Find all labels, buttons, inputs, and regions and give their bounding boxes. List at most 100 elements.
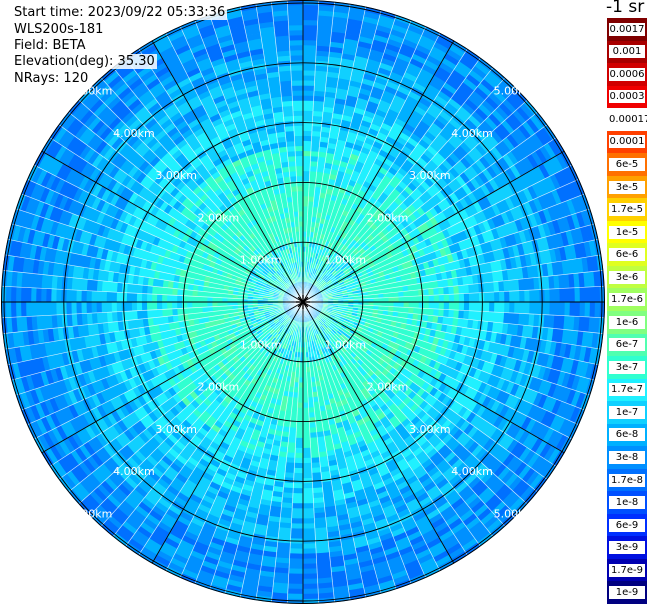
data-cell — [544, 289, 551, 302]
data-cell — [362, 114, 374, 124]
data-cell — [420, 115, 434, 127]
data-cell — [325, 270, 331, 276]
data-cell — [415, 44, 432, 56]
data-cell — [393, 297, 400, 302]
data-cell — [426, 83, 441, 96]
data-cell — [495, 201, 506, 214]
data-cell — [514, 127, 528, 143]
data-cell — [418, 308, 424, 315]
data-cell — [462, 52, 478, 66]
data-cell — [486, 165, 498, 179]
data-cell — [455, 110, 469, 123]
data-cell — [439, 129, 452, 142]
data-cell — [419, 34, 436, 47]
data-cell — [355, 134, 367, 143]
data-cell — [461, 183, 473, 196]
data-cell — [326, 76, 339, 84]
data-cell — [510, 147, 523, 163]
data-cell — [467, 192, 478, 204]
data-cell — [494, 188, 506, 202]
data-cell — [296, 417, 303, 424]
data-cell — [336, 277, 343, 282]
data-cell — [394, 117, 407, 128]
data-cell — [359, 30, 375, 40]
data-cell — [566, 199, 577, 215]
data-cell — [322, 203, 330, 210]
data-cell — [484, 292, 490, 302]
data-cell — [382, 175, 392, 184]
data-cell — [385, 183, 396, 193]
data-cell — [488, 92, 503, 107]
data-cell — [317, 277, 323, 283]
data-cell — [579, 287, 586, 302]
data-cell — [535, 130, 549, 146]
data-cell — [309, 175, 317, 182]
data-cell — [303, 452, 312, 459]
data-cell — [463, 293, 470, 302]
data-cell — [494, 291, 500, 302]
data-cell — [353, 257, 361, 264]
data-cell — [405, 95, 419, 106]
data-cell — [303, 553, 317, 560]
data-cell — [450, 234, 459, 245]
data-cell — [336, 268, 343, 274]
data-cell — [373, 113, 386, 123]
data-cell — [408, 296, 415, 302]
data-cell — [524, 290, 530, 302]
data-cell — [291, 513, 303, 519]
data-cell — [406, 118, 419, 129]
data-cell — [443, 309, 450, 318]
data-cell — [413, 289, 419, 297]
data-cell — [522, 121, 536, 137]
data-cell — [434, 166, 446, 178]
data-cell — [310, 150, 319, 157]
data-cell — [331, 269, 337, 276]
data-cell — [321, 291, 327, 295]
data-cell — [446, 205, 456, 217]
data-cell — [318, 197, 326, 204]
data-cell — [476, 186, 487, 199]
data-cell — [328, 266, 334, 273]
data-cell — [427, 126, 440, 138]
data-cell — [358, 35, 374, 45]
data-cell — [359, 124, 370, 133]
data-cell — [448, 302, 455, 310]
data-cell — [423, 295, 430, 302]
data-cell — [308, 201, 314, 207]
data-cell — [395, 57, 410, 68]
data-cell — [319, 192, 327, 199]
data-cell — [453, 242, 462, 253]
data-cell — [418, 120, 431, 131]
data-cell — [533, 211, 543, 226]
data-cell — [360, 168, 370, 177]
data-cell — [333, 6, 350, 14]
data-cell — [366, 58, 381, 68]
data-cell — [384, 85, 398, 96]
data-cell — [333, 281, 340, 286]
data-cell — [343, 227, 350, 235]
data-cell — [341, 250, 348, 258]
data-cell — [403, 122, 416, 134]
data-cell — [490, 191, 501, 204]
data-cell — [466, 134, 480, 148]
data-cell — [294, 467, 303, 474]
data-cell — [458, 302, 465, 311]
data-cell — [432, 137, 445, 149]
data-cell — [309, 231, 315, 238]
data-cell — [377, 104, 390, 114]
data-cell — [360, 257, 367, 264]
data-cell — [474, 86, 489, 100]
data-cell — [303, 65, 316, 71]
data-cell — [373, 158, 384, 167]
data-cell — [559, 288, 566, 302]
data-cell — [360, 82, 374, 92]
data-cell — [356, 177, 365, 186]
data-cell — [324, 286, 331, 291]
data-cell — [420, 203, 430, 214]
data-cell — [475, 143, 488, 157]
data-cell — [429, 226, 438, 236]
data-cell — [331, 163, 340, 171]
data-cell — [418, 302, 425, 309]
data-cell — [471, 146, 484, 160]
data-cell — [322, 267, 327, 274]
